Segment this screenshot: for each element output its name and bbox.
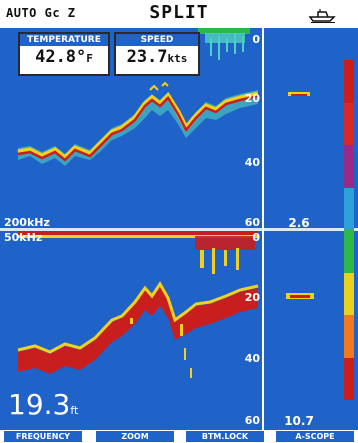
color-scale-segment bbox=[344, 60, 354, 103]
depth-mark-60-bottom: 60 bbox=[244, 414, 260, 427]
surface-clutter-top bbox=[210, 34, 244, 60]
zoom-softkey[interactable]: ZOOM bbox=[96, 431, 174, 442]
bottom-echo-bottom bbox=[18, 286, 258, 374]
temperature-box: TEMPERATURE 42.8°F bbox=[18, 32, 110, 76]
color-scale-segment bbox=[344, 187, 354, 230]
page-title: SPLIT bbox=[149, 2, 209, 23]
color-scale-segment bbox=[344, 102, 354, 145]
color-scale-segment bbox=[344, 315, 354, 358]
speed-value: 23.7kts bbox=[126, 47, 188, 67]
title-bar: AUTO Gc Z SPLIT bbox=[0, 0, 358, 28]
depth-mark-20-top: 20 bbox=[244, 92, 260, 105]
depth-mark-40-top: 40 bbox=[244, 156, 260, 169]
mode-indicator: AUTO Gc Z bbox=[6, 6, 76, 20]
softkey-bar: FREQUENCY ZOOM BTM.LOCK A-SCOPE bbox=[0, 430, 358, 443]
btm-lock-softkey[interactable]: BTM.LOCK bbox=[186, 431, 264, 442]
ascope-value-top: 2.6 bbox=[288, 216, 310, 230]
depth-mark-0-top: 0 bbox=[252, 33, 260, 46]
frequency-softkey[interactable]: FREQUENCY bbox=[4, 431, 82, 442]
sonar-display[interactable] bbox=[0, 28, 358, 430]
a-scope-softkey[interactable]: A-SCOPE bbox=[276, 431, 354, 442]
bottom-echo-top bbox=[18, 90, 258, 166]
depth-mark-60-top: 60 bbox=[244, 216, 260, 229]
panel-divider bbox=[0, 228, 358, 231]
color-scale-segment bbox=[344, 145, 354, 188]
color-scale-segment bbox=[344, 357, 354, 400]
depth-mark-40-bottom: 40 bbox=[244, 352, 260, 365]
depth-readout: 19.3ft bbox=[8, 388, 79, 421]
color-scale-segment bbox=[344, 272, 354, 315]
temperature-label: TEMPERATURE bbox=[20, 34, 108, 46]
boat-icon bbox=[308, 9, 336, 23]
speed-box: SPEED 23.7kts bbox=[114, 32, 200, 76]
temperature-value: 42.8°F bbox=[35, 47, 93, 67]
depth-mark-20-bottom: 20 bbox=[244, 291, 260, 304]
speed-label: SPEED bbox=[116, 34, 198, 46]
depth-mark-0-bottom: 0 bbox=[252, 231, 260, 244]
ascope-divider bbox=[262, 28, 264, 430]
ascope-value-bottom: 10.7 bbox=[284, 414, 314, 428]
frequency-label-top: 200kHz bbox=[4, 216, 50, 229]
color-scale-bar bbox=[344, 60, 354, 400]
frequency-label-bottom: 50kHz bbox=[4, 231, 43, 244]
surface-clutter-bottom bbox=[195, 236, 255, 274]
color-scale-segment bbox=[344, 230, 354, 273]
